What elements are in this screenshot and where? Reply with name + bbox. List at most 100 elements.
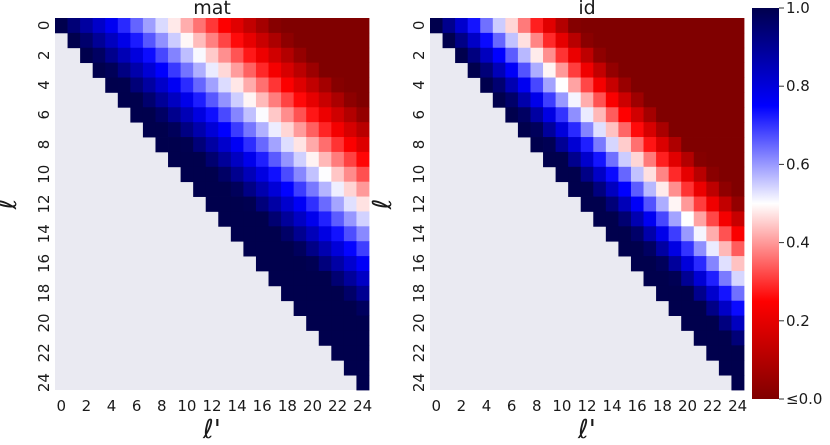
heatmap-cell (281, 77, 295, 93)
heatmap-cell (656, 226, 670, 242)
heatmap-cell (530, 47, 544, 64)
heatmap-cell (243, 166, 257, 183)
heatmap-cell (605, 77, 619, 93)
heatmap-cell (343, 196, 357, 212)
heatmap-cells (430, 18, 745, 391)
heatmap-cell (218, 62, 232, 78)
x-tick-label: 0 (57, 397, 67, 415)
heatmap-cell (681, 107, 695, 123)
y-tick-label: 6 (410, 110, 428, 120)
heatmap-cell (293, 241, 307, 257)
heatmap-cell (643, 196, 657, 212)
heatmap-cell (706, 151, 720, 168)
heatmap-cell (318, 77, 332, 93)
heatmap-cell (142, 92, 156, 108)
heatmap-cell (706, 122, 720, 138)
heatmap-cell (293, 196, 307, 212)
heatmap-cell (693, 137, 707, 153)
heatmap-cell (543, 122, 556, 138)
heatmap-cell (630, 211, 644, 227)
x-tick-label: 2 (82, 397, 92, 415)
heatmap-cell (580, 77, 594, 93)
heatmap-cell (218, 77, 232, 93)
heatmap-cell (155, 32, 169, 49)
heatmap-cell (643, 166, 657, 183)
heatmap-cell (618, 181, 632, 197)
heatmap-cell (467, 47, 481, 64)
heatmap-cell (580, 122, 594, 138)
heatmap-cell (718, 285, 732, 302)
heatmap-cell (693, 18, 707, 34)
heatmap-cell (306, 77, 320, 93)
heatmap-cell (293, 226, 307, 242)
heatmap-cell (706, 18, 720, 34)
heatmap-cell (568, 92, 582, 108)
heatmap-cell (442, 32, 456, 49)
heatmap-cell (656, 62, 670, 78)
heatmap-cell (356, 241, 370, 257)
heatmap-cell (343, 211, 357, 227)
heatmap-cell (205, 122, 219, 138)
heatmap-cell (117, 77, 131, 93)
heatmap-cell (343, 92, 357, 108)
x-tick-label: 10 (177, 397, 196, 415)
heatmap-cell (718, 196, 732, 212)
heatmap-cell (293, 285, 307, 302)
x-tick-label: 18 (278, 397, 297, 415)
x-tick-label: 8 (532, 397, 542, 415)
heatmap-cell (306, 285, 320, 302)
heatmap-cell (693, 226, 707, 242)
heatmap-cell (706, 241, 720, 257)
heatmap-cell (668, 62, 682, 78)
heatmap-cell (718, 122, 732, 138)
heatmap-cell (530, 92, 544, 108)
heatmap-cell (356, 32, 370, 49)
heatmap-cell (293, 92, 307, 108)
heatmap-cell (293, 270, 307, 287)
heatmap-cell (718, 151, 732, 168)
heatmap-cell (268, 151, 282, 168)
heatmap-cell (568, 47, 582, 64)
y-tick-label: 14 (35, 224, 53, 243)
x-tick-label: 24 (353, 397, 372, 415)
heatmap-cell (268, 18, 282, 34)
heatmap-cell (293, 137, 307, 153)
heatmap-cell (243, 77, 257, 93)
heatmap-cell (343, 47, 357, 64)
heatmap-cell (618, 196, 632, 212)
heatmap-cell (605, 62, 619, 78)
heatmap-cell (543, 18, 556, 34)
heatmap-cell (155, 122, 169, 138)
heatmap-cell (643, 226, 657, 242)
heatmap-cell (180, 62, 194, 78)
heatmap-cell (331, 285, 345, 302)
heatmap-cell (356, 315, 370, 331)
heatmap-cell (643, 256, 657, 272)
colorbar-tick-label: 0.6 (786, 155, 810, 173)
colorbar-tick-label: 0.2 (786, 312, 810, 330)
heatmap-cell (117, 47, 131, 64)
heatmap-cell (268, 47, 282, 64)
heatmap-cell (281, 285, 295, 302)
heatmap-cell (467, 32, 481, 49)
heatmap-cell (168, 47, 181, 64)
heatmap-cell (656, 137, 670, 153)
heatmap-cell (268, 196, 282, 212)
heatmap-cell (605, 181, 619, 197)
y-tick-label: 12 (410, 194, 428, 213)
heatmap-cell (530, 62, 544, 78)
heatmap-cell (356, 345, 370, 361)
heatmap-cell (356, 211, 370, 227)
heatmap-cell (243, 137, 257, 153)
heatmap-cell (155, 92, 169, 108)
heatmap-cell (618, 122, 632, 138)
heatmap-cell (668, 107, 682, 123)
heatmap-cell (656, 256, 670, 272)
heatmap-cell (668, 270, 682, 287)
heatmap-cell (168, 92, 181, 108)
heatmap-cell (693, 270, 707, 287)
heatmap-cell (656, 166, 670, 183)
heatmap-cell (731, 62, 745, 78)
heatmap-cell (205, 151, 219, 168)
